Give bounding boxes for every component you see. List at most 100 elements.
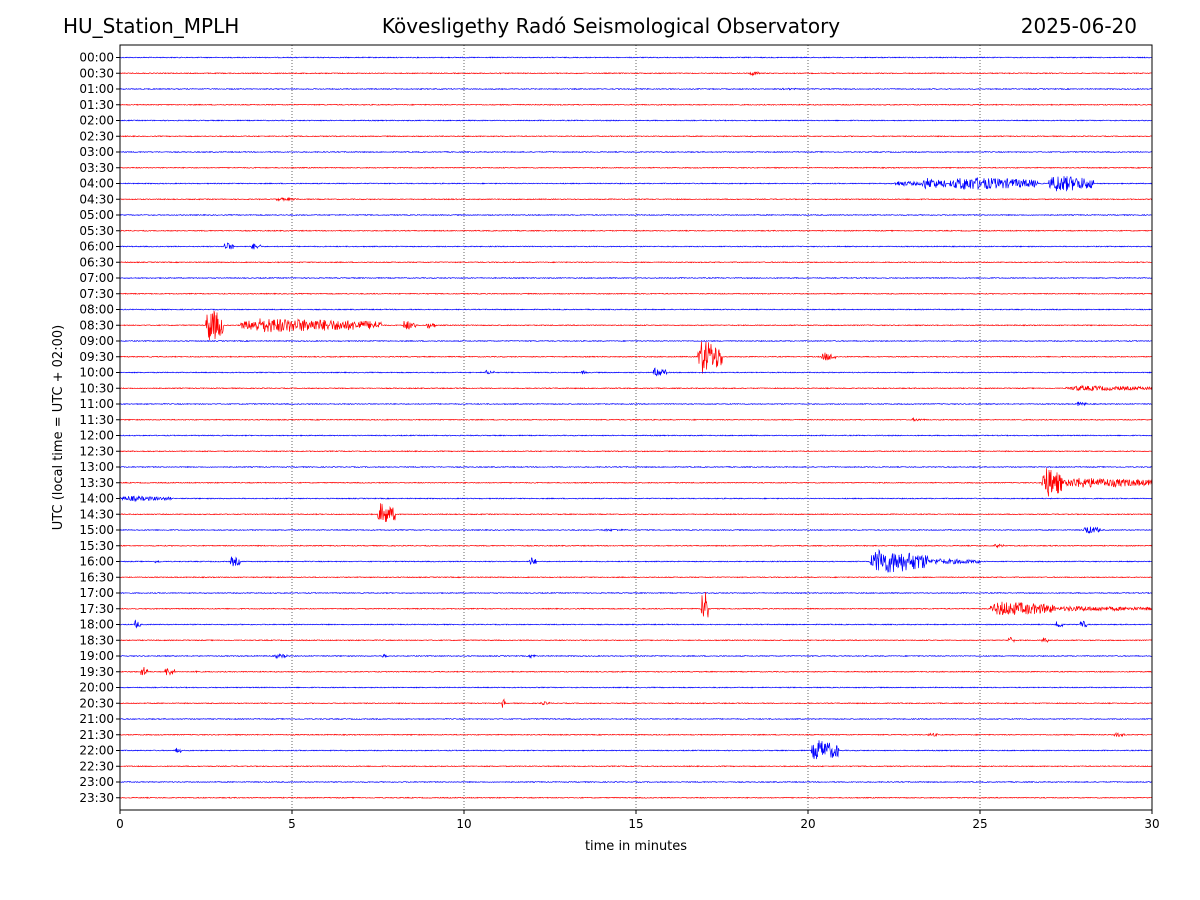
y-tick-label: 22:00 bbox=[79, 744, 114, 758]
y-tick-label: 11:00 bbox=[79, 397, 114, 411]
y-tick-label: 01:30 bbox=[79, 98, 114, 112]
trace-1630 bbox=[119, 576, 1153, 579]
trace-2200 bbox=[119, 740, 1153, 760]
trace-0430 bbox=[119, 196, 1153, 202]
trace-2030 bbox=[119, 698, 1153, 708]
y-tick-label: 15:30 bbox=[79, 539, 114, 553]
y-tick-label: 10:00 bbox=[79, 366, 114, 380]
trace-0500 bbox=[119, 213, 1153, 217]
y-tick-label: 14:30 bbox=[79, 507, 114, 521]
trace-0030 bbox=[119, 70, 1153, 77]
y-tick-label: 20:00 bbox=[79, 681, 114, 695]
y-tick-label: 06:30 bbox=[79, 255, 114, 269]
trace-0000 bbox=[119, 56, 1153, 59]
x-tick-label: 5 bbox=[288, 817, 296, 831]
trace-0230 bbox=[119, 135, 1153, 138]
chart-title: Kövesligethy Radó Seismological Observat… bbox=[381, 14, 841, 38]
y-tick-label: 13:30 bbox=[79, 476, 114, 490]
trace-1030 bbox=[119, 384, 1153, 392]
y-tick-label: 05:30 bbox=[79, 224, 114, 238]
y-tick-label: 09:30 bbox=[79, 350, 114, 364]
y-tick-label: 23:30 bbox=[79, 791, 114, 805]
trace-1130 bbox=[119, 416, 1153, 422]
y-tick-label: 19:00 bbox=[79, 649, 114, 663]
trace-1400 bbox=[119, 495, 1153, 503]
x-tick-label: 0 bbox=[116, 817, 124, 831]
trace-0130 bbox=[119, 103, 1153, 106]
y-tick-label: 04:00 bbox=[79, 177, 114, 191]
y-tick-label: 14:00 bbox=[79, 492, 114, 506]
y-tick-label: 12:00 bbox=[79, 429, 114, 443]
trace-0800 bbox=[119, 308, 1153, 311]
trace-1430 bbox=[119, 503, 1153, 523]
y-tick-label: 04:30 bbox=[79, 192, 114, 206]
trace-0630 bbox=[119, 261, 1153, 264]
trace-2330 bbox=[119, 796, 1153, 799]
trace-1500 bbox=[119, 526, 1153, 534]
x-tick-label: 15 bbox=[628, 817, 643, 831]
y-tick-label: 00:00 bbox=[79, 51, 114, 65]
y-tick-label: 09:00 bbox=[79, 334, 114, 348]
trace-0930 bbox=[119, 341, 1153, 374]
trace-1900 bbox=[119, 653, 1153, 660]
y-tick-label: 01:00 bbox=[79, 82, 114, 96]
x-axis-label: time in minutes bbox=[585, 839, 687, 854]
y-tick-label: 12:30 bbox=[79, 444, 114, 458]
trace-1700 bbox=[119, 591, 1153, 595]
y-tick-label: 21:30 bbox=[79, 728, 114, 742]
y-tick-label: 00:30 bbox=[79, 66, 114, 80]
y-tick-label: 17:30 bbox=[79, 602, 114, 616]
y-tick-label: 03:00 bbox=[79, 145, 114, 159]
y-tick-label: 08:00 bbox=[79, 303, 114, 317]
y-tick-label: 21:00 bbox=[79, 712, 114, 726]
trace-2230 bbox=[119, 765, 1153, 768]
y-tick-label: 08:30 bbox=[79, 318, 114, 332]
trace-1800 bbox=[119, 619, 1153, 629]
trace-0330 bbox=[119, 166, 1153, 169]
y-tick-label: 06:00 bbox=[79, 240, 114, 254]
trace-0730 bbox=[119, 292, 1153, 295]
trace-0600 bbox=[119, 242, 1153, 250]
trace-0700 bbox=[119, 276, 1153, 280]
y-tick-label: 03:30 bbox=[79, 161, 114, 175]
trace-1000 bbox=[119, 367, 1153, 377]
y-tick-label: 19:30 bbox=[79, 665, 114, 679]
trace-1530 bbox=[119, 543, 1153, 549]
trace-2100 bbox=[119, 717, 1153, 721]
y-tick-label: 02:00 bbox=[79, 114, 114, 128]
x-tick-label: 10 bbox=[456, 817, 471, 831]
y-tick-label: 10:30 bbox=[79, 381, 114, 395]
y-axis-label: UTC (local time = UTC + 02:00) bbox=[51, 325, 66, 530]
grid-lines bbox=[291, 45, 981, 810]
trace-2130 bbox=[119, 731, 1153, 738]
y-tick-label: 18:30 bbox=[79, 633, 114, 647]
y-tick-label: 11:30 bbox=[79, 413, 114, 427]
station-name: HU_Station_MPLH bbox=[63, 14, 240, 38]
trace-1200 bbox=[119, 434, 1153, 437]
seismogram-traces bbox=[119, 56, 1153, 799]
y-tick-label: 22:30 bbox=[79, 759, 114, 773]
x-tick-label: 25 bbox=[972, 817, 987, 831]
y-tick-label: 16:00 bbox=[79, 555, 114, 569]
y-tick-label: 02:30 bbox=[79, 129, 114, 143]
y-tick-label: 17:00 bbox=[79, 586, 114, 600]
trace-2000 bbox=[119, 686, 1153, 689]
trace-0830 bbox=[119, 310, 1153, 340]
trace-1230 bbox=[119, 450, 1153, 453]
trace-1100 bbox=[119, 401, 1153, 407]
chart-date: 2025-06-20 bbox=[1020, 14, 1137, 38]
y-tick-label: 15:00 bbox=[79, 523, 114, 537]
y-tick-label: 23:00 bbox=[79, 775, 114, 789]
trace-1600 bbox=[119, 548, 1153, 573]
trace-1300 bbox=[119, 465, 1153, 469]
trace-0400 bbox=[119, 176, 1153, 192]
trace-1930 bbox=[119, 666, 1153, 676]
y-tick-label: 05:00 bbox=[79, 208, 114, 222]
y-tick-label: 07:30 bbox=[79, 287, 114, 301]
trace-1730 bbox=[119, 592, 1153, 618]
trace-2300 bbox=[119, 780, 1153, 784]
y-tick-label: 16:30 bbox=[79, 570, 114, 584]
trace-0200 bbox=[119, 119, 1153, 122]
